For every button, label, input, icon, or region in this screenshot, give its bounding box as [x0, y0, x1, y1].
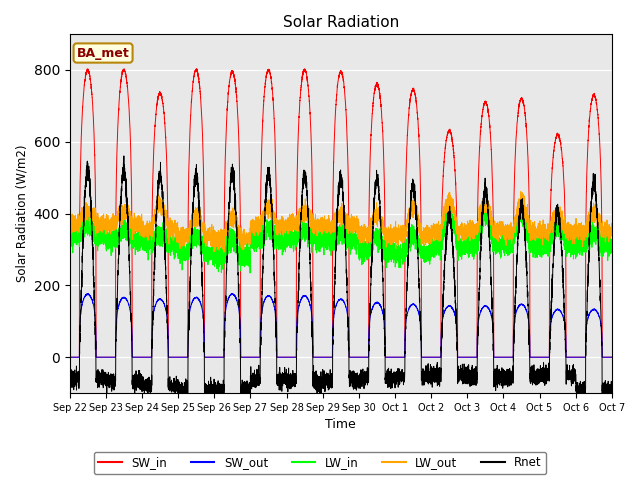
LW_in: [66, 226, 74, 232]
Rnet: [250, 380, 258, 385]
Rnet: [608, 386, 616, 392]
Rnet: [477, 229, 485, 235]
LW_in: [586, 232, 593, 238]
SW_in: [66, 354, 74, 360]
Rnet: [208, 398, 216, 404]
LW_in: [250, 247, 258, 252]
SW_in: [579, 354, 586, 360]
SW_in: [250, 354, 258, 360]
SW_out: [579, 354, 586, 360]
SW_out: [66, 354, 74, 360]
Legend: SW_in, SW_out, LW_in, LW_out, Rnet: SW_in, SW_out, LW_in, LW_out, Rnet: [93, 452, 547, 474]
LW_in: [477, 219, 485, 225]
SW_out: [83, 291, 91, 297]
Rnet: [66, 376, 74, 382]
LW_out: [462, 232, 470, 238]
Line: Rnet: Rnet: [70, 156, 612, 401]
LW_in: [462, 243, 470, 249]
LW_out: [477, 201, 485, 206]
SW_in: [586, 122, 593, 128]
Title: Solar Radiation: Solar Radiation: [283, 15, 399, 30]
LW_in: [445, 193, 452, 199]
LW_in: [579, 241, 586, 247]
SW_out: [462, 354, 470, 360]
LW_out: [323, 225, 330, 230]
LW_in: [323, 231, 330, 237]
Line: SW_in: SW_in: [70, 69, 612, 357]
Rnet: [462, 378, 470, 384]
SW_out: [477, 308, 485, 313]
SW_in: [477, 120, 485, 126]
X-axis label: Time: Time: [325, 419, 356, 432]
Rnet: [120, 153, 128, 159]
LW_out: [608, 221, 616, 227]
SW_out: [608, 354, 616, 360]
LW_out: [586, 223, 593, 229]
LW_in: [246, 270, 254, 276]
SW_out: [586, 312, 593, 318]
SW_in: [608, 354, 616, 360]
Rnet: [323, 373, 330, 379]
LW_out: [66, 224, 74, 229]
LW_out: [483, 188, 490, 193]
Rnet: [579, 392, 586, 398]
SW_out: [250, 354, 258, 360]
SW_out: [323, 354, 330, 360]
Y-axis label: Solar Radiation (W/m2): Solar Radiation (W/m2): [15, 145, 28, 282]
SW_in: [462, 354, 470, 360]
Line: LW_in: LW_in: [70, 196, 612, 273]
LW_in: [608, 240, 616, 246]
LW_out: [220, 249, 228, 255]
Line: LW_out: LW_out: [70, 191, 612, 252]
SW_in: [323, 354, 330, 360]
LW_out: [250, 224, 258, 229]
Rnet: [586, 235, 593, 241]
Text: BA_met: BA_met: [77, 47, 129, 60]
SW_in: [301, 66, 308, 72]
Line: SW_out: SW_out: [70, 294, 612, 357]
LW_out: [579, 229, 586, 235]
